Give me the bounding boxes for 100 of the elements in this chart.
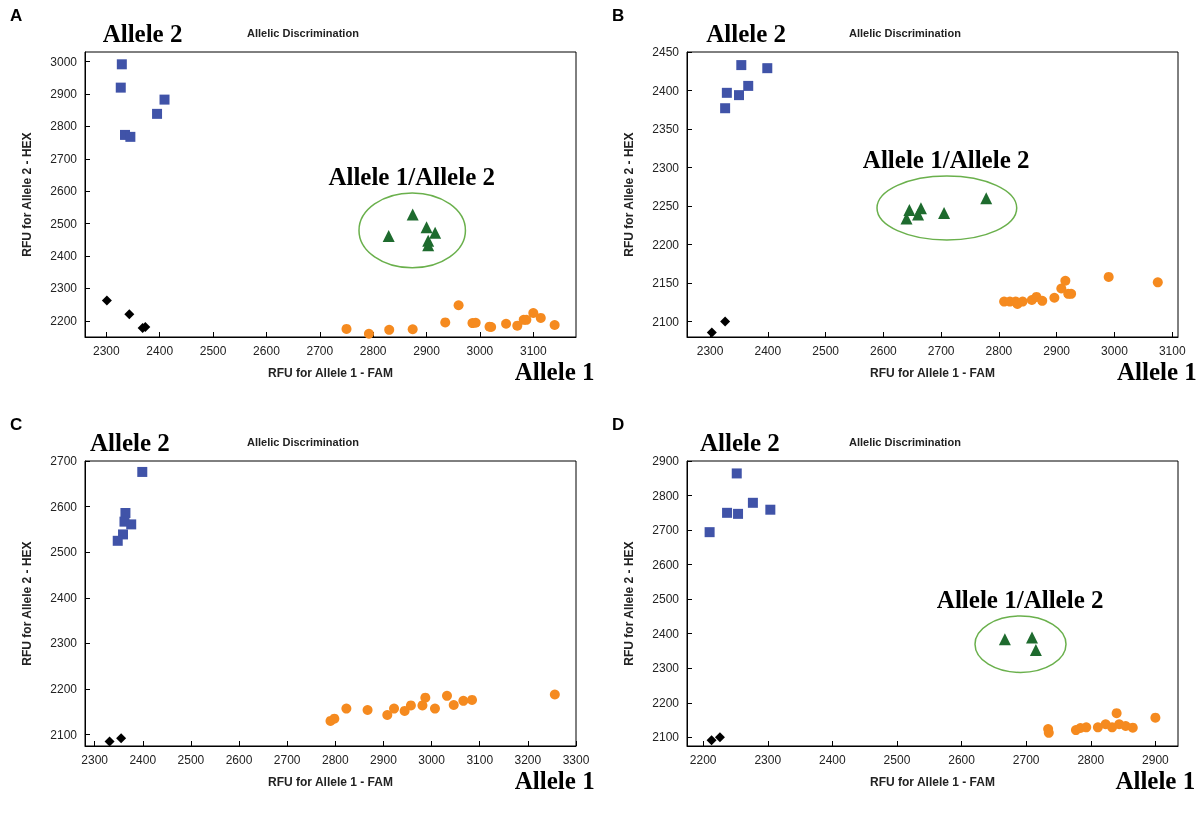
x-axis-title: RFU for Allele 1 - FAM bbox=[268, 775, 393, 789]
x-tick-label: 2500 bbox=[812, 344, 840, 358]
y-tick-label: 2700 bbox=[652, 523, 680, 538]
point bbox=[453, 300, 464, 311]
point bbox=[341, 703, 352, 714]
point bbox=[720, 316, 731, 327]
point bbox=[736, 60, 747, 71]
point bbox=[549, 320, 560, 331]
x-tick-label: 2900 bbox=[413, 344, 441, 358]
point bbox=[1150, 712, 1161, 723]
point bbox=[765, 504, 776, 515]
y-tick-label: 2100 bbox=[652, 314, 680, 329]
y-tick-label: 2800 bbox=[652, 488, 680, 503]
text: Allele 1 bbox=[1117, 358, 1197, 386]
x-tick-label: 2900 bbox=[370, 753, 398, 767]
x-tick-label: 2500 bbox=[177, 753, 205, 767]
point bbox=[528, 308, 539, 319]
point bbox=[440, 317, 451, 328]
point bbox=[458, 695, 469, 706]
x-axis-title: RFU for Allele 1 - FAM bbox=[870, 366, 995, 380]
point bbox=[733, 90, 744, 101]
y-tick-label: 2200 bbox=[652, 237, 680, 252]
point bbox=[998, 633, 1011, 646]
point bbox=[1029, 643, 1042, 656]
point bbox=[1056, 283, 1067, 294]
point bbox=[938, 206, 951, 219]
y-tick-label: 2400 bbox=[50, 590, 78, 605]
x-tick-label: 2300 bbox=[81, 753, 109, 767]
text: A bbox=[10, 6, 23, 26]
series-label: Allele 1 bbox=[514, 358, 595, 386]
point bbox=[704, 527, 715, 538]
point bbox=[1081, 722, 1092, 733]
point bbox=[420, 692, 431, 703]
series-label: Allele 1/Allele 2 bbox=[936, 585, 1104, 614]
x-tick-label: 2700 bbox=[927, 344, 955, 358]
y-tick-label: 2900 bbox=[652, 454, 680, 468]
x-tick-label: 2800 bbox=[1077, 753, 1105, 767]
y-axis-title: RFU for Allele 2 - HEX bbox=[622, 132, 636, 257]
point bbox=[116, 733, 127, 744]
point bbox=[120, 507, 131, 518]
point bbox=[720, 103, 731, 114]
point bbox=[137, 466, 148, 477]
y-tick-label: 2150 bbox=[652, 276, 680, 291]
point bbox=[914, 202, 927, 215]
point bbox=[399, 705, 410, 716]
y-tick-label: 2600 bbox=[652, 557, 680, 572]
y-tick-label: 2500 bbox=[50, 216, 78, 231]
point bbox=[112, 535, 123, 546]
text: D bbox=[612, 415, 625, 435]
point bbox=[743, 80, 754, 91]
y-axis-title: RFU for Allele 2 - HEX bbox=[622, 541, 636, 666]
point bbox=[762, 63, 773, 74]
chart-title: Allelic Discrimination bbox=[247, 435, 360, 448]
x-tick-label: 2700 bbox=[1012, 753, 1040, 767]
point bbox=[125, 131, 136, 142]
text: Allele 1 bbox=[514, 767, 595, 795]
x-tick-label: 3300 bbox=[562, 753, 590, 767]
point bbox=[467, 694, 478, 705]
point bbox=[382, 229, 395, 242]
y-tick-label: 2300 bbox=[50, 281, 78, 296]
y-tick-label: 2100 bbox=[50, 727, 78, 742]
point bbox=[442, 690, 452, 701]
point bbox=[721, 87, 732, 98]
point bbox=[1103, 271, 1114, 282]
x-tick-label: 2300 bbox=[93, 344, 121, 358]
point bbox=[1152, 277, 1163, 288]
y-tick-label: 2300 bbox=[50, 636, 78, 651]
x-tick-label: 3000 bbox=[1101, 344, 1129, 358]
text: C bbox=[10, 415, 23, 435]
point bbox=[706, 735, 717, 746]
point bbox=[389, 703, 400, 714]
x-tick-label: 2200 bbox=[689, 753, 717, 767]
point bbox=[124, 309, 135, 320]
x-tick-label: 3200 bbox=[514, 753, 542, 767]
point bbox=[116, 59, 127, 70]
y-axis-title: RFU for Allele 2 - HEX bbox=[20, 541, 34, 666]
point bbox=[1092, 722, 1103, 733]
chart-title: Allelic Discrimination bbox=[849, 435, 962, 448]
x-tick-label: 2700 bbox=[306, 344, 334, 358]
point bbox=[101, 295, 112, 306]
x-tick-label: 3000 bbox=[418, 753, 446, 767]
y-tick-label: 2200 bbox=[50, 682, 78, 696]
y-tick-label: 2300 bbox=[652, 160, 680, 175]
y-tick-label: 2700 bbox=[50, 454, 78, 468]
y-axis-title: RFU for Allele 2 - HEX bbox=[20, 132, 34, 257]
point bbox=[362, 704, 373, 715]
y-tick-label: 2450 bbox=[652, 45, 680, 59]
y-tick-label: 2500 bbox=[50, 545, 78, 560]
point bbox=[104, 736, 115, 747]
chart-title: Allelic Discrimination bbox=[849, 26, 962, 39]
x-tick-label: 2600 bbox=[870, 344, 898, 358]
point bbox=[159, 94, 170, 105]
point bbox=[407, 324, 418, 335]
x-tick-label: 3100 bbox=[466, 753, 494, 767]
y-tick-label: 2100 bbox=[652, 730, 680, 745]
point bbox=[512, 320, 523, 331]
point bbox=[714, 732, 725, 743]
point bbox=[126, 519, 137, 530]
x-tick-label: 3100 bbox=[519, 344, 547, 358]
point bbox=[1111, 708, 1122, 719]
